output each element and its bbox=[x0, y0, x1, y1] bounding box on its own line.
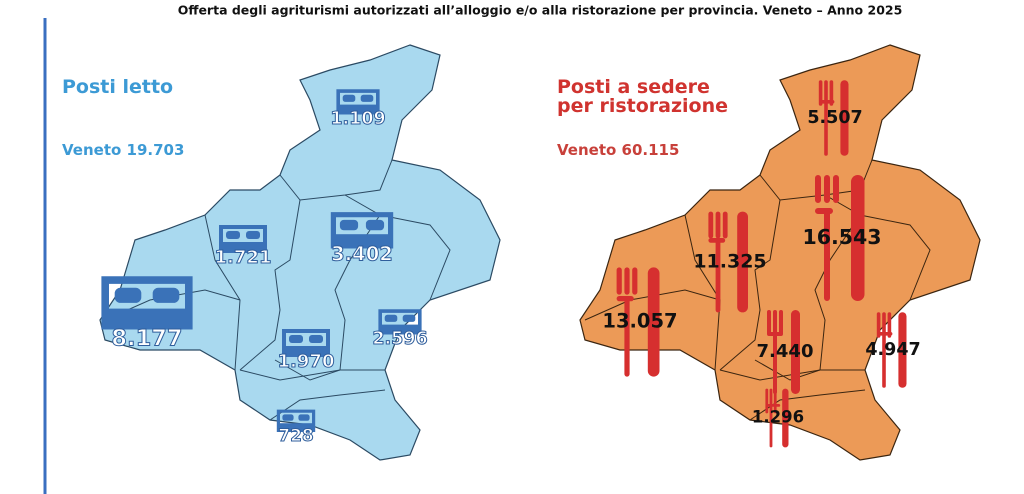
province-value: 8.177 bbox=[111, 326, 182, 352]
title: Offerta degli agriturismi autorizzati al… bbox=[178, 3, 903, 18]
province-value: 11.325 bbox=[693, 251, 766, 273]
bed-pillow bbox=[282, 414, 294, 421]
province-border bbox=[719, 369, 865, 381]
bed-body bbox=[105, 308, 189, 330]
knife-icon bbox=[791, 310, 800, 394]
knife-icon bbox=[737, 211, 748, 313]
bed-body bbox=[278, 423, 314, 432]
bed-pillow bbox=[246, 231, 260, 239]
province-value: 1.296 bbox=[752, 408, 804, 427]
region-map bbox=[99, 44, 501, 461]
fork-icon bbox=[765, 388, 781, 448]
fork-icon bbox=[616, 267, 638, 377]
bed-pillow bbox=[152, 287, 180, 303]
region-outline bbox=[99, 44, 501, 461]
province-value: 5.507 bbox=[807, 108, 862, 128]
province-value: 3.402 bbox=[331, 243, 393, 266]
province-border bbox=[239, 199, 301, 371]
knife-icon bbox=[840, 80, 849, 156]
knife-icon bbox=[647, 267, 660, 377]
province-border bbox=[274, 214, 381, 381]
province-border bbox=[684, 214, 721, 371]
province-value: 1.721 bbox=[215, 247, 272, 268]
province-value: 728 bbox=[278, 426, 314, 446]
panel-total: Veneto 19.703 bbox=[62, 141, 184, 159]
bed-pillow bbox=[342, 94, 356, 102]
bed-pillow bbox=[384, 314, 398, 322]
province-value: 7.440 bbox=[757, 341, 814, 362]
province-border bbox=[719, 199, 781, 371]
fork-icon bbox=[767, 310, 783, 394]
province-value: 13.057 bbox=[602, 310, 677, 333]
bed-pillow bbox=[114, 287, 142, 303]
bed-pillow bbox=[226, 231, 240, 239]
province-border bbox=[204, 214, 241, 371]
fork-icon bbox=[708, 211, 728, 313]
bed-body bbox=[380, 324, 420, 335]
province-border bbox=[824, 194, 931, 301]
knife-icon bbox=[782, 388, 789, 448]
province-value: 2.596 bbox=[372, 329, 427, 349]
province-border bbox=[749, 389, 866, 421]
province-value: 1.970 bbox=[278, 351, 335, 372]
region-outline bbox=[579, 44, 981, 461]
province-border bbox=[344, 194, 451, 301]
panel-total: Veneto 60.115 bbox=[557, 141, 679, 159]
bed-pillow bbox=[309, 335, 323, 343]
bed-body bbox=[333, 234, 391, 249]
fork-icon bbox=[815, 175, 839, 301]
province-border bbox=[239, 369, 385, 381]
bed-pillow bbox=[339, 219, 359, 231]
bed-pillow bbox=[298, 414, 310, 421]
bed-pillow bbox=[365, 219, 385, 231]
province-value: 1.109 bbox=[330, 109, 385, 129]
knife-icon bbox=[851, 175, 865, 301]
knife-icon bbox=[898, 312, 907, 388]
bed-body bbox=[221, 242, 265, 253]
fork-icon bbox=[818, 80, 835, 156]
province-value: 4.947 bbox=[865, 340, 920, 360]
province-value: 16.543 bbox=[802, 225, 881, 249]
bed-pillow bbox=[360, 94, 374, 102]
panel-heading: per ristorazione bbox=[557, 95, 728, 117]
bed-pillow bbox=[289, 335, 303, 343]
bed-pillow bbox=[402, 314, 416, 322]
bed-body bbox=[338, 104, 378, 115]
panel-heading: Posti letto bbox=[62, 76, 173, 98]
panel-heading: Posti a sedere bbox=[557, 76, 710, 98]
bed-body bbox=[284, 346, 328, 357]
fork-icon bbox=[876, 312, 893, 388]
